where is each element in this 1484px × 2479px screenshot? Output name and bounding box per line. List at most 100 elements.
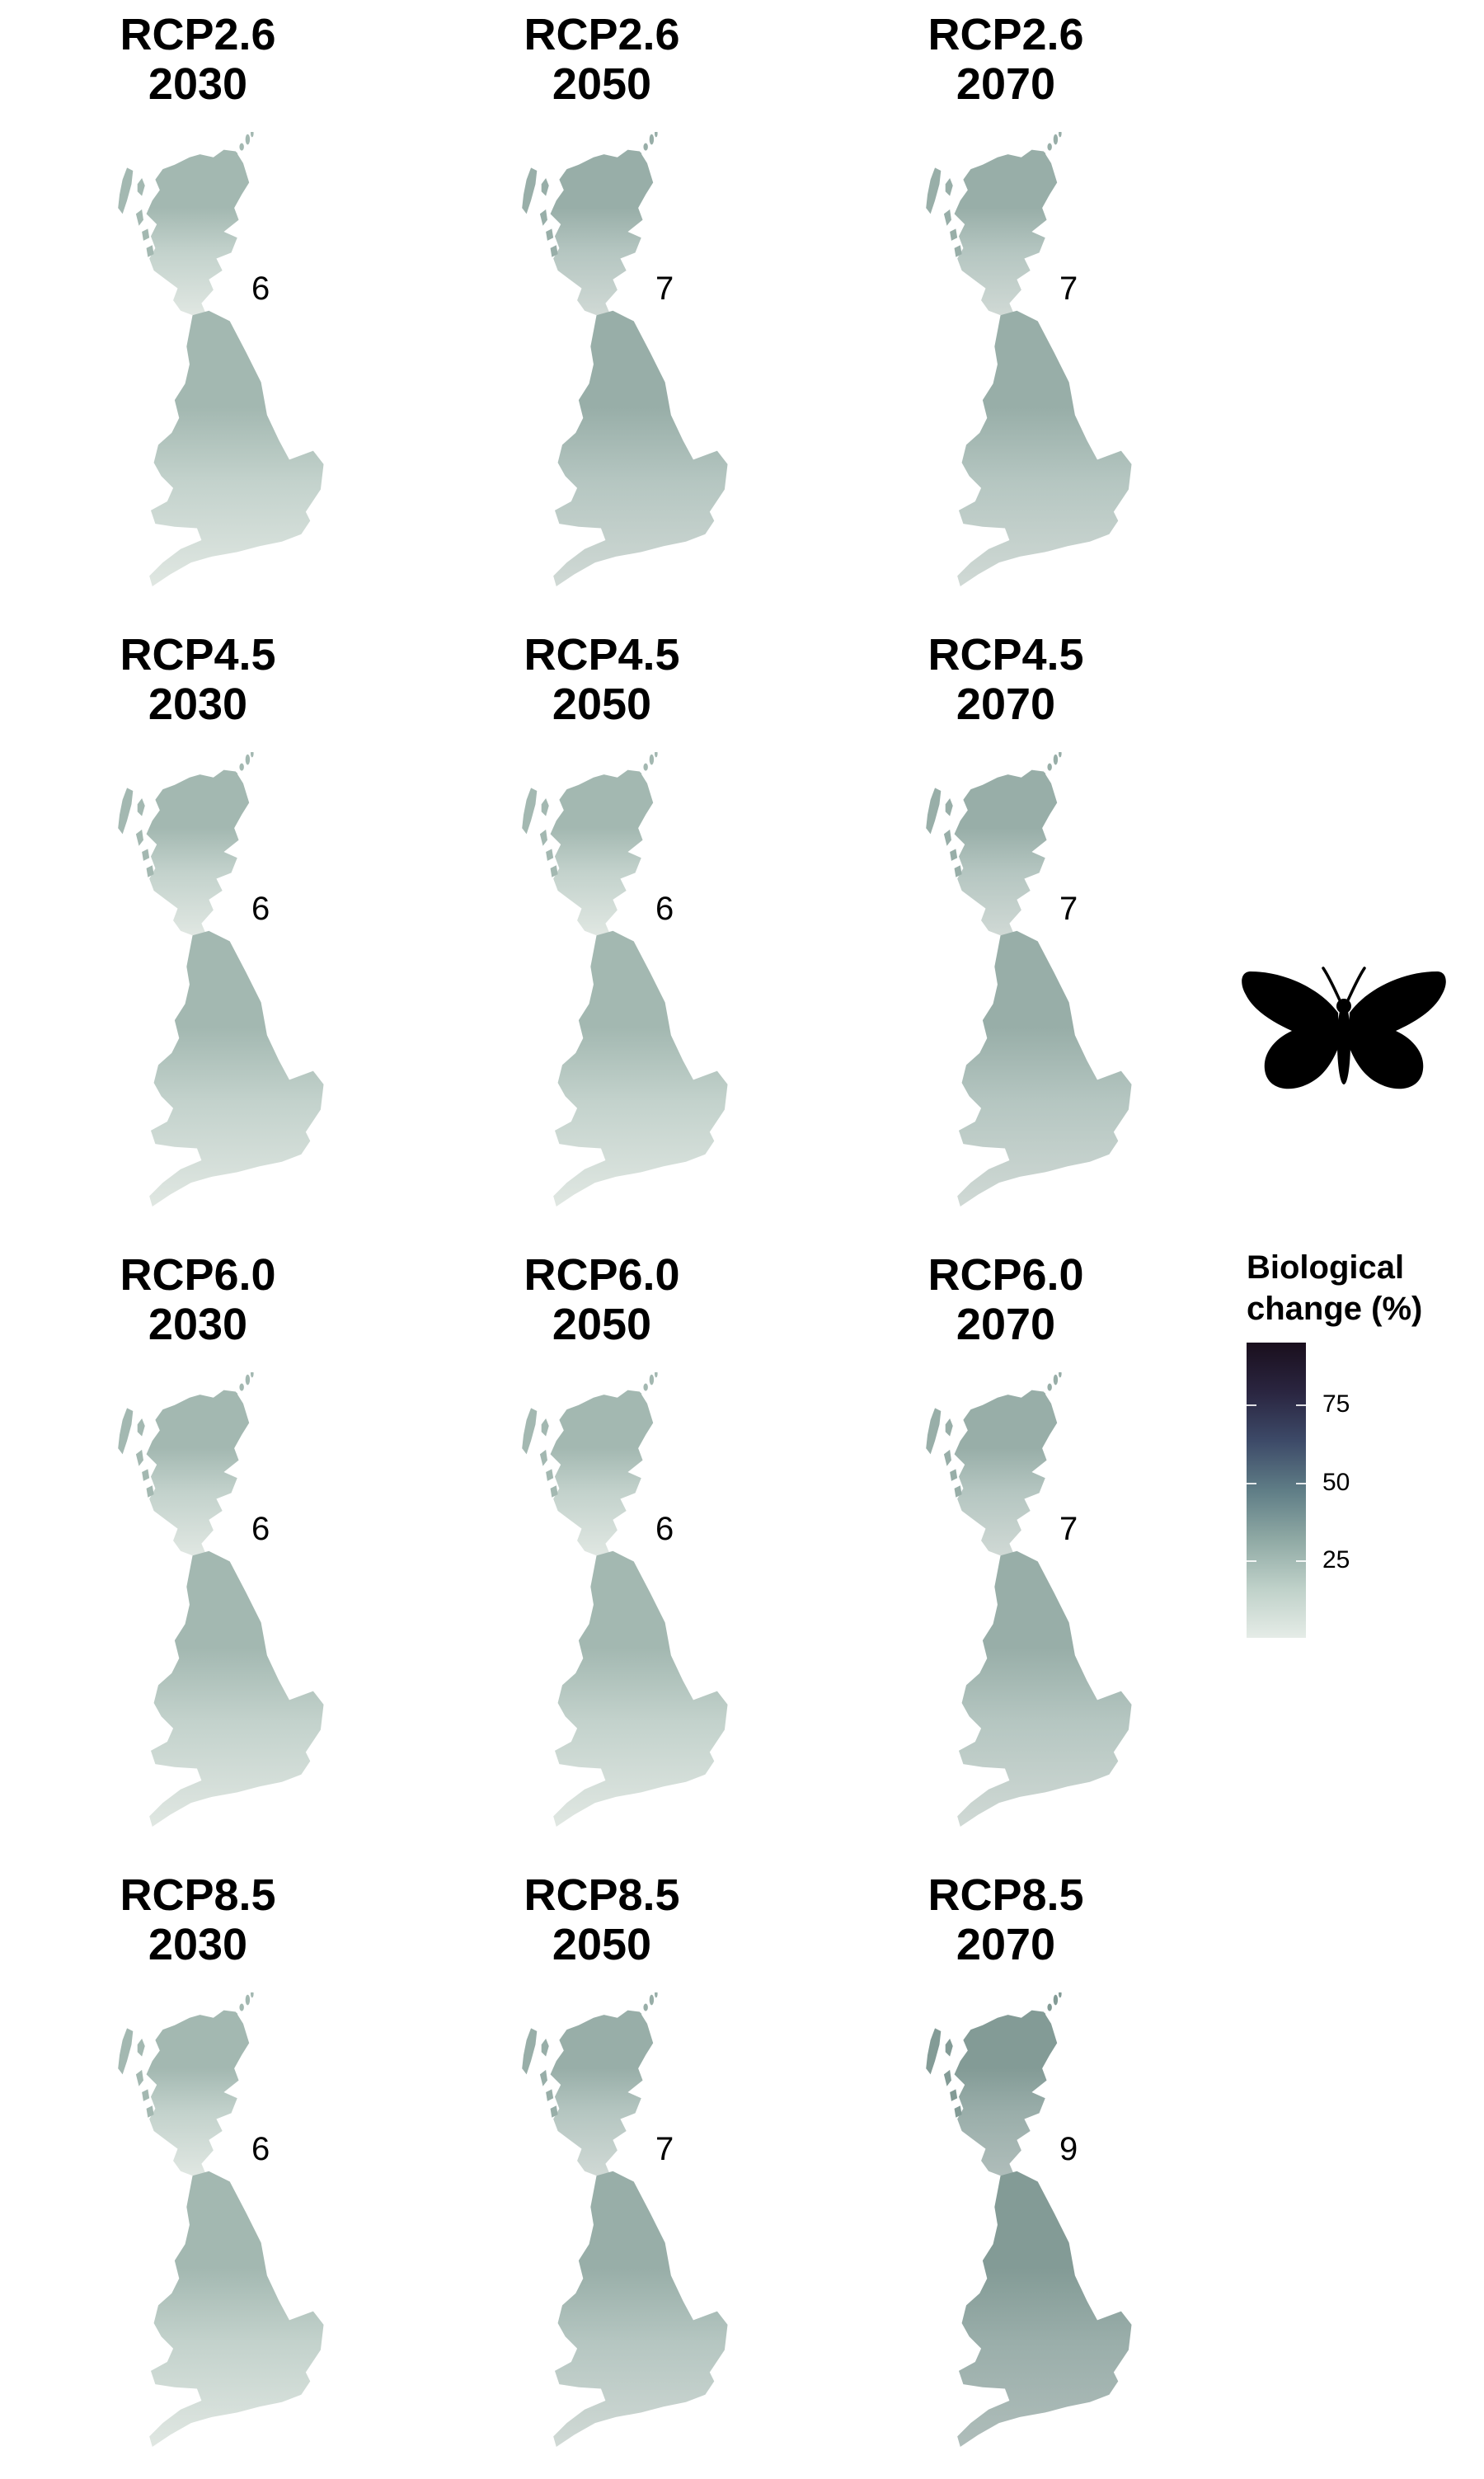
map-panel: RCP2.6 2030 6 xyxy=(0,0,396,619)
land-region xyxy=(954,149,1058,316)
island xyxy=(522,2028,538,2075)
island xyxy=(1059,752,1062,758)
island xyxy=(118,788,134,835)
panel-title: RCP6.0 2050 xyxy=(404,1250,800,1349)
island xyxy=(637,1392,642,1397)
map-panel: RCP6.0 2050 6 xyxy=(404,1240,800,1859)
island xyxy=(943,1449,951,1466)
land-region xyxy=(957,310,1132,586)
panel-year: 2070 xyxy=(956,59,1056,109)
value-label: 6 xyxy=(251,891,270,927)
island xyxy=(546,1469,554,1481)
map-panel: RCP2.6 2050 7 xyxy=(404,0,800,619)
butterfly-icon xyxy=(1242,967,1446,1089)
panel-title: RCP4.5 2050 xyxy=(404,630,800,729)
island xyxy=(954,1485,962,1498)
panel-scenario: RCP6.0 xyxy=(928,1250,1084,1300)
island xyxy=(142,1469,150,1481)
island xyxy=(146,2105,154,2118)
panel-scenario: RCP6.0 xyxy=(120,1250,276,1300)
island xyxy=(245,1374,251,1385)
island xyxy=(1041,772,1046,777)
land-region xyxy=(149,2171,324,2447)
value-label: 6 xyxy=(251,2131,270,2167)
legend-title-line1: Biological xyxy=(1247,1249,1405,1286)
island xyxy=(546,849,554,861)
island xyxy=(233,772,238,777)
island xyxy=(522,167,538,214)
land-region xyxy=(553,1550,728,1827)
island xyxy=(135,829,143,846)
island xyxy=(655,752,658,758)
land-region xyxy=(550,769,654,936)
britain-map xyxy=(926,1372,1132,1827)
map-grid: RCP2.6 2030 6 RCP2.6 2050 7 RCP2.6 2070 7 RCP4.5 2… xyxy=(0,0,1132,2447)
island xyxy=(637,152,642,157)
island xyxy=(522,788,538,835)
island xyxy=(950,1469,958,1481)
island xyxy=(146,245,154,257)
panel-title: RCP4.5 2030 xyxy=(0,630,396,729)
panel-year: 2050 xyxy=(552,1920,652,1969)
island xyxy=(251,752,254,758)
land-region xyxy=(553,930,728,1207)
island xyxy=(550,865,558,877)
island xyxy=(1041,152,1046,157)
island xyxy=(137,798,145,816)
legend-tick-label: 25 xyxy=(1322,1545,1350,1573)
island xyxy=(1059,1372,1062,1378)
island xyxy=(943,209,951,226)
island xyxy=(137,2039,145,2057)
island xyxy=(1047,2003,1052,2011)
island xyxy=(649,754,655,765)
panel-scenario: RCP4.5 xyxy=(928,630,1084,680)
island xyxy=(239,143,244,151)
island xyxy=(118,2028,134,2075)
value-label: 7 xyxy=(655,270,674,307)
value-label: 7 xyxy=(1059,270,1078,307)
panel-scenario: RCP4.5 xyxy=(524,630,680,680)
legend-title: Biological change (%) xyxy=(1247,1247,1422,1329)
britain-map xyxy=(926,132,1132,586)
island xyxy=(1041,2012,1046,2017)
island xyxy=(541,178,549,196)
island xyxy=(637,772,642,777)
island xyxy=(251,132,254,138)
panel-title: RCP4.5 2070 xyxy=(808,630,1204,729)
island xyxy=(251,1992,254,1998)
island xyxy=(643,763,648,771)
panel-year: 2050 xyxy=(552,680,652,729)
value-label: 6 xyxy=(251,270,270,307)
panel-year: 2030 xyxy=(148,59,248,109)
panel-scenario: RCP4.5 xyxy=(120,630,276,680)
island xyxy=(146,865,154,877)
island xyxy=(239,1383,244,1391)
island xyxy=(1047,763,1052,771)
legend-tick-label: 50 xyxy=(1322,1468,1350,1496)
panel-title: RCP2.6 2070 xyxy=(808,10,1204,109)
britain-map xyxy=(926,1992,1132,2447)
panel-title: RCP8.5 2030 xyxy=(0,1870,396,1969)
land-region xyxy=(957,1550,1132,1827)
britain-map xyxy=(118,132,324,586)
island xyxy=(945,1418,953,1437)
land-region xyxy=(550,1390,654,1556)
legend-title-line2: change (%) xyxy=(1247,1291,1423,1327)
island xyxy=(539,2069,547,2086)
island xyxy=(135,2069,143,2086)
panel-title: RCP6.0 2070 xyxy=(808,1250,1204,1349)
value-label: 6 xyxy=(655,891,674,927)
island xyxy=(245,1994,251,2006)
land-region xyxy=(146,2010,250,2176)
land-region xyxy=(954,769,1058,936)
land-region xyxy=(957,2171,1132,2447)
island xyxy=(1059,1992,1062,1998)
island xyxy=(118,167,134,214)
panel-year: 2030 xyxy=(148,1300,248,1349)
value-label: 7 xyxy=(655,2131,674,2167)
island xyxy=(643,2003,648,2011)
value-label: 6 xyxy=(655,1511,674,1547)
britain-map xyxy=(522,132,728,586)
island xyxy=(146,1485,154,1498)
island xyxy=(1041,1392,1046,1397)
